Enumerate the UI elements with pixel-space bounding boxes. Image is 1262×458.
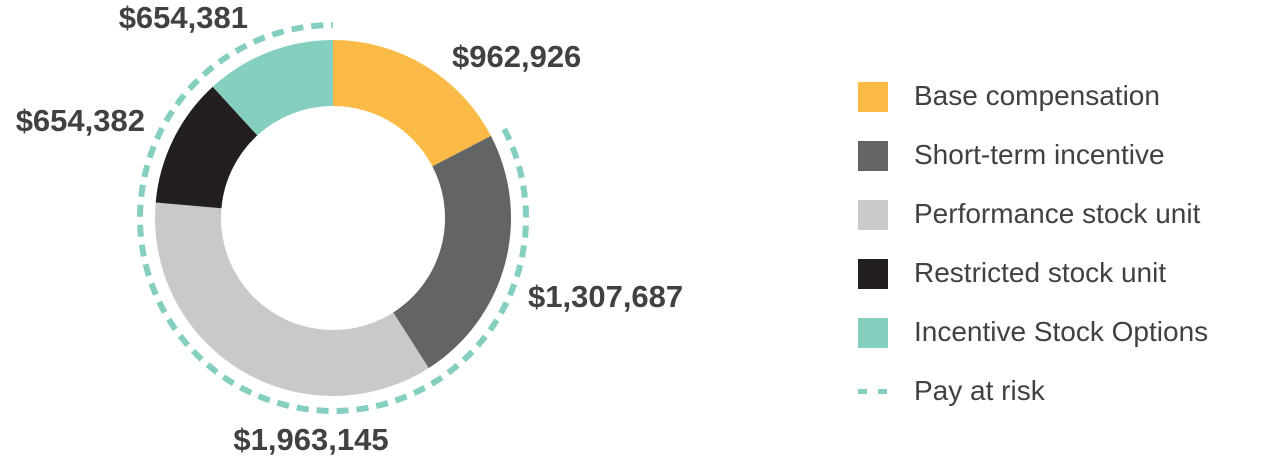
legend-label: Short-term incentive	[914, 139, 1165, 170]
legend-label: Base compensation	[914, 80, 1160, 111]
slice-performance-stock-unit	[155, 202, 429, 397]
legend: Base compensation Short-term incentive P…	[858, 80, 1262, 417]
data-label-base-compensation: $962,926	[452, 39, 581, 74]
legend-item-incentive-stock-options: Incentive Stock Options	[858, 316, 1262, 377]
slice-base-compensation	[333, 40, 491, 167]
legend-label: Incentive Stock Options	[914, 316, 1209, 347]
legend-label: Restricted stock unit	[914, 257, 1167, 288]
legend-item-base-compensation: Base compensation	[858, 80, 1262, 141]
legend-swatch	[858, 200, 888, 230]
legend-swatch	[858, 259, 888, 289]
data-label-short-term-incentive: $1,307,687	[528, 279, 683, 314]
legend-dash	[858, 389, 867, 394]
legend-swatch	[858, 141, 888, 171]
slice-short-term-incentive	[393, 135, 511, 369]
slice-restricted-stock-unit	[155, 86, 258, 209]
legend-item-pay-at-risk: Pay at risk	[858, 375, 1262, 417]
legend-item-restricted-stock-unit: Restricted stock unit	[858, 257, 1262, 318]
legend-dash	[878, 389, 887, 394]
data-label-performance-stock-unit: $1,963,145	[233, 422, 388, 457]
slice-incentive-stock-options	[212, 40, 333, 136]
legend-swatch	[858, 82, 888, 112]
data-label-restricted-stock-unit: $654,382	[16, 103, 145, 138]
legend-item-performance-stock-unit: Performance stock unit	[858, 198, 1262, 259]
legend-label: Pay at risk	[914, 375, 1045, 406]
legend-label: Performance stock unit	[914, 198, 1201, 229]
legend-swatch	[858, 318, 888, 348]
legend-item-short-term-incentive: Short-term incentive	[858, 139, 1262, 200]
pay-at-risk-ring	[137, 22, 529, 414]
data-label-incentive-stock-options: $654,381	[119, 0, 248, 35]
donut-chart: $962,926 $1,307,687 $1,963,145 $654,382 $654…	[16, 0, 683, 457]
